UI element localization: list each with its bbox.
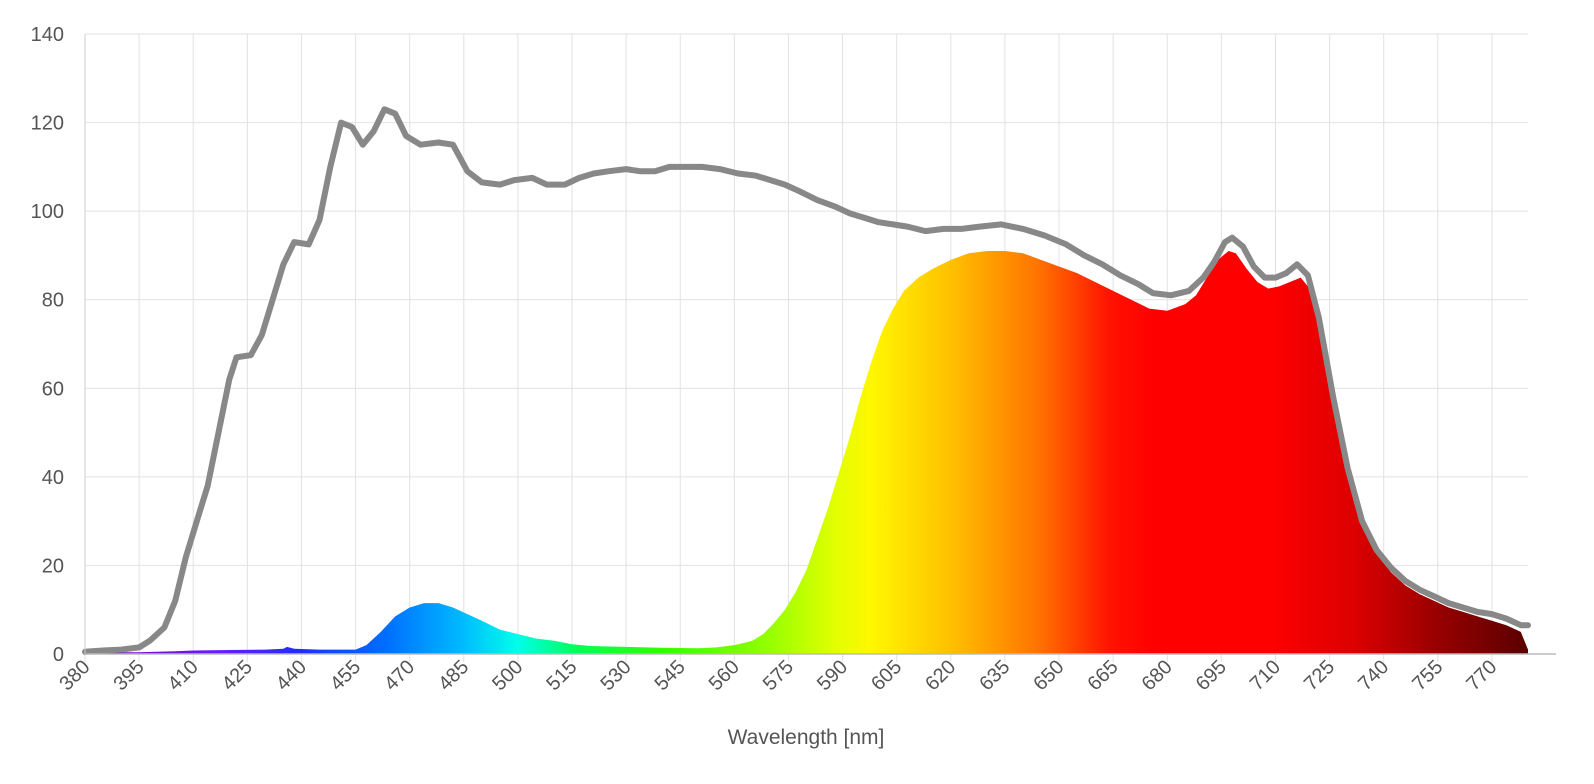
x-tick-label: 590 <box>813 656 852 695</box>
x-tick-label: 680 <box>1138 656 1177 695</box>
x-tick-label: 575 <box>759 656 798 695</box>
y-tick-label: 120 <box>31 113 64 135</box>
x-tick-label: 530 <box>597 656 636 695</box>
x-tick-label: 755 <box>1408 656 1447 695</box>
x-tick-label: 410 <box>164 656 203 695</box>
y-tick-label: 0 <box>53 644 64 666</box>
y-tick-label: 60 <box>42 378 64 400</box>
y-tick-labels: 0 20 40 60 80 100 120 140 <box>31 24 64 666</box>
x-tick-label: 770 <box>1462 656 1501 695</box>
x-tick-labels: 380 395 410 425 440 455 470 485 500 515 530 545 560 5… <box>55 656 1501 695</box>
x-tick-label: 440 <box>272 656 311 695</box>
total-curve-line <box>82 106 1531 655</box>
x-tick-label: 545 <box>651 656 690 695</box>
y-tick-label: 80 <box>42 290 64 312</box>
x-tick-label: 455 <box>326 656 365 695</box>
x-tick-label: 710 <box>1246 656 1285 695</box>
axes <box>84 34 1556 655</box>
x-tick-label: 650 <box>1029 656 1068 695</box>
x-tick-label: 470 <box>380 656 419 695</box>
x-tick-label: 665 <box>1084 656 1123 695</box>
y-tick-label: 20 <box>42 555 64 577</box>
y-tick-label: 100 <box>31 201 64 223</box>
x-tick-label: 620 <box>921 656 960 695</box>
x-tick-label: 635 <box>975 656 1014 695</box>
x-tick-label: 695 <box>1192 656 1231 695</box>
x-tick-label: 515 <box>542 656 581 695</box>
total-curve-layer <box>82 106 1531 655</box>
x-axis-title: Wavelength [nm] <box>728 726 885 749</box>
x-tick-label: 560 <box>705 656 744 695</box>
x-tick-label: 500 <box>488 656 527 695</box>
spectrum-area <box>85 251 1528 654</box>
y-tick-label: 40 <box>42 467 64 489</box>
x-tick-label: 485 <box>434 656 473 695</box>
x-tick-label: 395 <box>109 656 148 695</box>
y-tick-label: 140 <box>31 24 64 46</box>
x-tick-label: 425 <box>218 656 257 695</box>
x-tick-label: 605 <box>867 656 906 695</box>
x-tick-label: 725 <box>1300 656 1339 695</box>
x-tick-label: 740 <box>1354 656 1393 695</box>
spectrum-area-layer <box>85 251 1528 654</box>
